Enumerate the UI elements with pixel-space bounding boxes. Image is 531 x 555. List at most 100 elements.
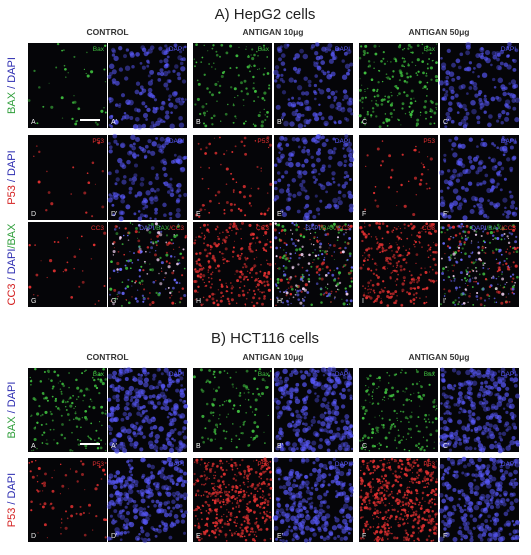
cell-signal <box>498 249 499 250</box>
cell-signal <box>169 212 173 216</box>
cell-signal <box>41 260 42 261</box>
cell-signal <box>201 105 204 108</box>
cell-signal <box>232 423 234 425</box>
cell-signal <box>400 372 402 374</box>
cell-signal <box>146 273 148 275</box>
cell-signal <box>198 494 199 495</box>
cell-signal <box>459 52 463 56</box>
cell-signal <box>296 447 299 450</box>
cell-signal <box>159 257 161 259</box>
cell-signal <box>171 302 174 305</box>
cell-signal <box>182 101 184 103</box>
cell-signal <box>452 301 455 304</box>
cell-signal <box>201 538 203 540</box>
cell-signal <box>37 532 38 533</box>
cell-signal <box>158 47 162 51</box>
cell-signal <box>183 532 186 535</box>
cell-signal <box>268 207 270 209</box>
cell-signal <box>342 147 344 149</box>
cell-signal <box>448 238 451 241</box>
cell-signal <box>239 405 241 407</box>
cell-signal <box>211 297 214 300</box>
cell-signal <box>208 369 211 372</box>
cell-signal <box>387 61 388 62</box>
cell-signal <box>480 259 482 261</box>
cell-signal <box>339 282 341 284</box>
cell-signal <box>403 276 406 279</box>
cell-signal <box>127 407 130 410</box>
cell-signal <box>386 295 389 298</box>
cell-signal <box>310 156 313 159</box>
cell-signal <box>258 241 261 244</box>
cell-signal <box>77 480 79 482</box>
cell-signal <box>232 386 233 387</box>
cell-signal <box>235 145 237 147</box>
cell-signal <box>161 467 165 471</box>
cell-signal <box>482 273 485 276</box>
cell-signal <box>162 444 165 447</box>
cell-signal <box>478 392 482 396</box>
cell-signal <box>120 538 123 541</box>
cell-signal <box>289 121 294 126</box>
cell-signal <box>319 200 322 203</box>
cell-signal <box>230 458 232 460</box>
cell-signal <box>492 166 497 171</box>
cell-signal <box>314 249 315 250</box>
cell-signal <box>418 279 421 282</box>
cell-signal <box>461 303 463 305</box>
cell-signal <box>274 198 277 201</box>
cell-signal <box>456 261 459 264</box>
cell-signal <box>484 95 487 98</box>
cell-signal <box>476 63 481 68</box>
cell-signal <box>410 102 413 105</box>
cell-signal <box>71 118 73 120</box>
cell-signal <box>199 113 201 115</box>
cell-signal <box>454 436 460 442</box>
cell-signal <box>454 257 456 259</box>
cell-signal <box>303 76 307 80</box>
cell-signal <box>486 101 489 104</box>
cell-signal <box>514 240 517 243</box>
cell-signal <box>280 279 283 282</box>
cell-signal <box>395 281 396 282</box>
cell-signal <box>140 526 143 529</box>
cell-signal <box>398 249 400 251</box>
cell-signal <box>426 188 428 190</box>
cell-signal <box>421 162 423 164</box>
cell-signal <box>341 394 346 399</box>
cell-signal <box>517 247 519 249</box>
cell-signal <box>178 97 181 100</box>
cell-signal <box>204 152 207 155</box>
cell-signal <box>205 501 208 504</box>
cell-signal <box>504 207 507 210</box>
cell-signal <box>174 514 179 519</box>
cell-signal <box>262 494 263 495</box>
cell-signal <box>304 296 306 298</box>
cell-signal <box>248 481 249 482</box>
cell-signal <box>166 252 168 254</box>
cell-signal <box>225 113 228 116</box>
cell-signal <box>416 279 417 280</box>
cell-signal <box>444 160 447 163</box>
cell-signal <box>441 97 445 101</box>
cell-signal <box>221 492 222 493</box>
cell-signal <box>402 390 403 391</box>
cell-signal <box>133 396 136 399</box>
cell-signal <box>486 415 491 420</box>
cell-signal <box>346 381 351 386</box>
cell-signal <box>382 238 384 240</box>
cell-signal <box>51 507 54 510</box>
channel-label: DAPI <box>501 138 516 145</box>
cell-signal <box>223 514 224 515</box>
cell-signal <box>247 444 250 447</box>
cell-signal <box>43 431 45 433</box>
cell-signal <box>410 400 412 402</box>
cell-signal <box>320 413 325 418</box>
cell-signal <box>372 111 374 113</box>
row-label: CC3 / DAPI/BAX <box>6 223 18 306</box>
cell-signal <box>293 67 297 71</box>
cell-signal <box>377 444 378 445</box>
cell-signal <box>138 533 141 536</box>
cell-signal <box>252 296 255 299</box>
